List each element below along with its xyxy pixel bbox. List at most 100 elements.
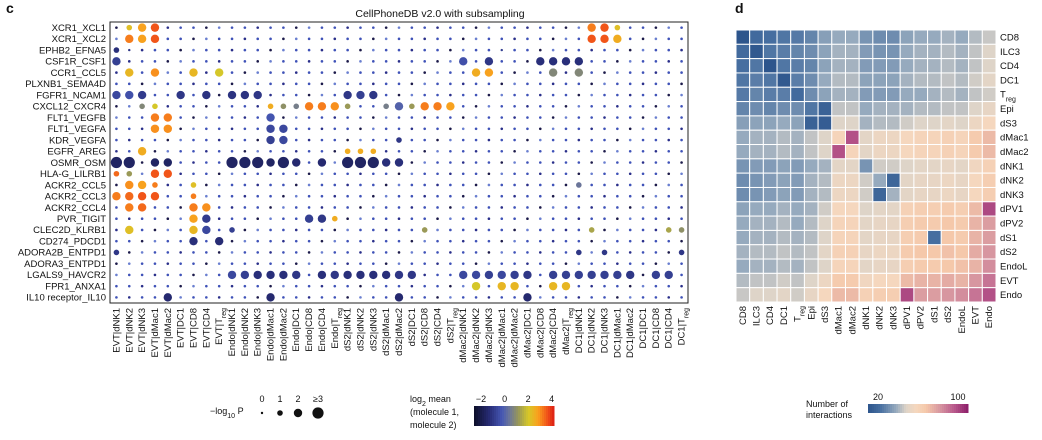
heatmap-cell bbox=[899, 201, 915, 217]
dot-point bbox=[548, 68, 558, 77]
background-dot bbox=[577, 37, 581, 41]
background-dot bbox=[641, 284, 645, 288]
dot-point bbox=[343, 270, 352, 280]
background-dot bbox=[384, 26, 388, 29]
dot-point bbox=[226, 156, 238, 169]
background-dot bbox=[616, 183, 619, 187]
dot-point bbox=[626, 270, 635, 280]
heatmap-cell bbox=[790, 158, 805, 174]
background-dot bbox=[153, 206, 157, 209]
background-dot bbox=[372, 217, 375, 220]
background-dot bbox=[243, 206, 247, 209]
background-dot bbox=[461, 116, 465, 119]
background-dot bbox=[359, 183, 362, 187]
column-label: EVT|dMac2 bbox=[163, 308, 174, 357]
heatmap-cell bbox=[749, 272, 764, 289]
dot-point bbox=[125, 203, 134, 212]
heatmap-cell bbox=[968, 58, 983, 74]
background-dot bbox=[654, 251, 658, 254]
background-dot bbox=[641, 206, 645, 209]
dot-point bbox=[126, 24, 133, 31]
background-dot bbox=[449, 273, 452, 277]
background-dot bbox=[205, 26, 208, 29]
heatmap-row-label: Endo bbox=[1000, 290, 1022, 301]
background-dot bbox=[654, 194, 658, 198]
background-dot bbox=[115, 206, 118, 209]
row-label: ADORA2B_ENTPD1 bbox=[18, 248, 106, 259]
color-legend-segment bbox=[494, 406, 497, 426]
background-dot bbox=[436, 48, 439, 52]
background-dot bbox=[577, 194, 581, 198]
background-dot bbox=[538, 284, 542, 288]
background-dot bbox=[513, 183, 516, 187]
dot-point bbox=[240, 270, 250, 280]
background-dot bbox=[616, 161, 619, 164]
background-dot bbox=[538, 273, 542, 277]
background-dot bbox=[256, 71, 260, 74]
dot-point bbox=[176, 90, 185, 100]
background-dot bbox=[641, 149, 645, 153]
background-dot bbox=[410, 48, 414, 52]
background-dot bbox=[538, 82, 542, 86]
background-dot bbox=[474, 60, 478, 63]
background-dot bbox=[654, 116, 658, 119]
background-dot bbox=[590, 60, 593, 63]
heatmap-cell bbox=[776, 229, 792, 246]
dot-point bbox=[342, 156, 354, 169]
color-legend-segment bbox=[516, 406, 519, 426]
background-dot bbox=[436, 37, 439, 41]
background-dot bbox=[667, 127, 671, 131]
background-dot bbox=[410, 262, 414, 265]
dot-point bbox=[317, 214, 327, 223]
background-dot bbox=[526, 127, 529, 131]
background-dot bbox=[179, 217, 182, 220]
background-dot bbox=[551, 194, 555, 198]
background-dot bbox=[372, 138, 375, 142]
background-dot bbox=[230, 239, 234, 243]
column-label: DC1|CD8 bbox=[651, 308, 662, 348]
background-dot bbox=[320, 71, 324, 74]
background-dot bbox=[384, 296, 388, 299]
background-dot bbox=[230, 296, 234, 299]
background-dot bbox=[538, 217, 542, 220]
dot-point bbox=[125, 34, 134, 44]
background-dot bbox=[372, 194, 375, 198]
background-dot bbox=[359, 37, 362, 41]
heatmap-cell bbox=[749, 72, 764, 88]
background-dot bbox=[410, 161, 414, 164]
heatmap-cell bbox=[954, 272, 970, 289]
background-dot bbox=[397, 149, 401, 153]
background-dot bbox=[564, 194, 568, 198]
dot-point bbox=[150, 23, 160, 32]
background-dot bbox=[436, 194, 439, 198]
background-dot bbox=[628, 138, 632, 142]
background-dot bbox=[564, 172, 568, 176]
background-dot bbox=[423, 116, 426, 119]
background-dot bbox=[423, 239, 426, 243]
background-dot bbox=[269, 217, 272, 220]
heatmap-cell bbox=[762, 201, 778, 217]
background-dot bbox=[461, 206, 465, 209]
colorbar-tick: 100 bbox=[950, 392, 965, 402]
background-dot bbox=[372, 116, 375, 119]
column-label: dS2|dNK1 bbox=[343, 308, 354, 351]
background-dot bbox=[256, 138, 260, 142]
colorbar-segment bbox=[878, 404, 881, 413]
heatmap-column-label: dPV1 bbox=[902, 306, 913, 329]
column-label: Endo|dNK2 bbox=[240, 308, 251, 356]
background-dot bbox=[140, 296, 144, 299]
background-dot bbox=[140, 284, 144, 288]
background-dot bbox=[461, 183, 465, 187]
background-dot bbox=[230, 37, 234, 41]
background-dot bbox=[513, 262, 516, 265]
heatmap-cell bbox=[803, 144, 819, 160]
background-dot bbox=[320, 251, 324, 254]
background-dot bbox=[179, 60, 182, 63]
background-dot bbox=[551, 116, 555, 119]
background-dot bbox=[256, 206, 260, 209]
background-dot bbox=[500, 60, 504, 63]
background-dot bbox=[577, 138, 581, 142]
background-dot bbox=[628, 26, 632, 29]
background-dot bbox=[397, 262, 401, 265]
background-dot bbox=[654, 93, 658, 97]
